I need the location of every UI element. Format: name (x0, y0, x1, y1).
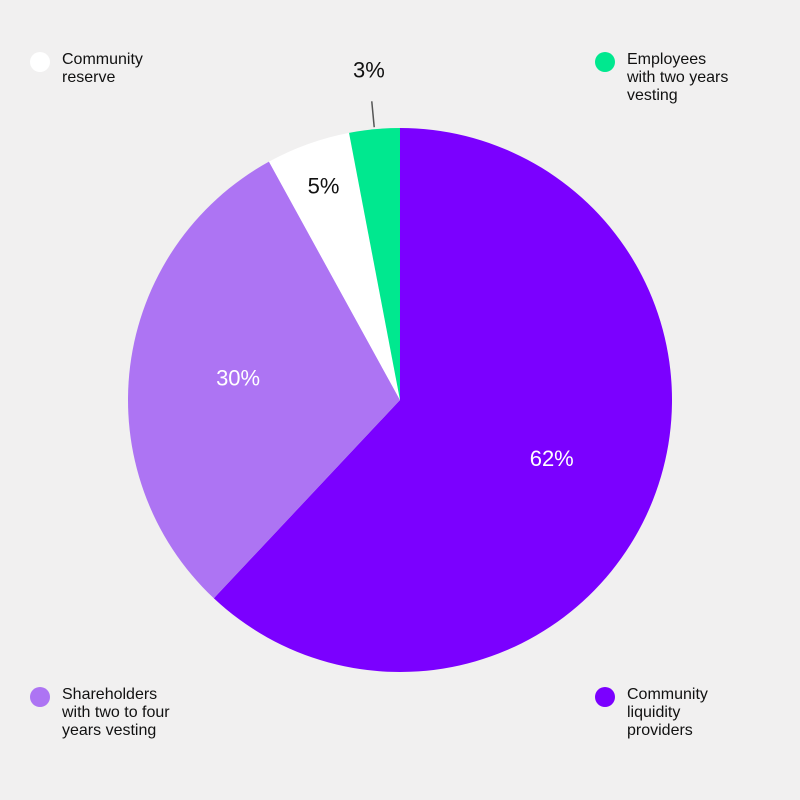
legend-label: Shareholders with two to four years vest… (62, 686, 170, 739)
legend-swatch (595, 52, 615, 72)
pie-slice-0 (213, 128, 672, 672)
legend-swatch (30, 687, 50, 707)
legend-item-community-liquidity-providers: Community liquidity providers (595, 686, 708, 740)
legend-swatch (30, 52, 50, 72)
legend-item-employees: Employees with two years vesting (595, 51, 728, 105)
leader-line-3 (371, 101, 375, 128)
legend-swatch (595, 687, 615, 707)
slice-value-label-2: 5% (308, 173, 340, 198)
slice-value-label-1: 30% (216, 365, 260, 390)
pie-slice-2 (268, 132, 400, 400)
pie-slice-3 (349, 128, 400, 400)
legend-item-community-reserve: Community reserve (30, 51, 143, 87)
legend-item-shareholders: Shareholders with two to four years vest… (30, 686, 170, 740)
pie-slice-1 (128, 161, 400, 599)
legend-label: Employees with two years vesting (627, 51, 729, 104)
slice-value-label-3: 3% (353, 57, 385, 82)
legend-label: Community reserve (62, 51, 143, 86)
legend-label: Community liquidity providers (627, 686, 708, 739)
slice-value-label-0: 62% (530, 446, 574, 471)
